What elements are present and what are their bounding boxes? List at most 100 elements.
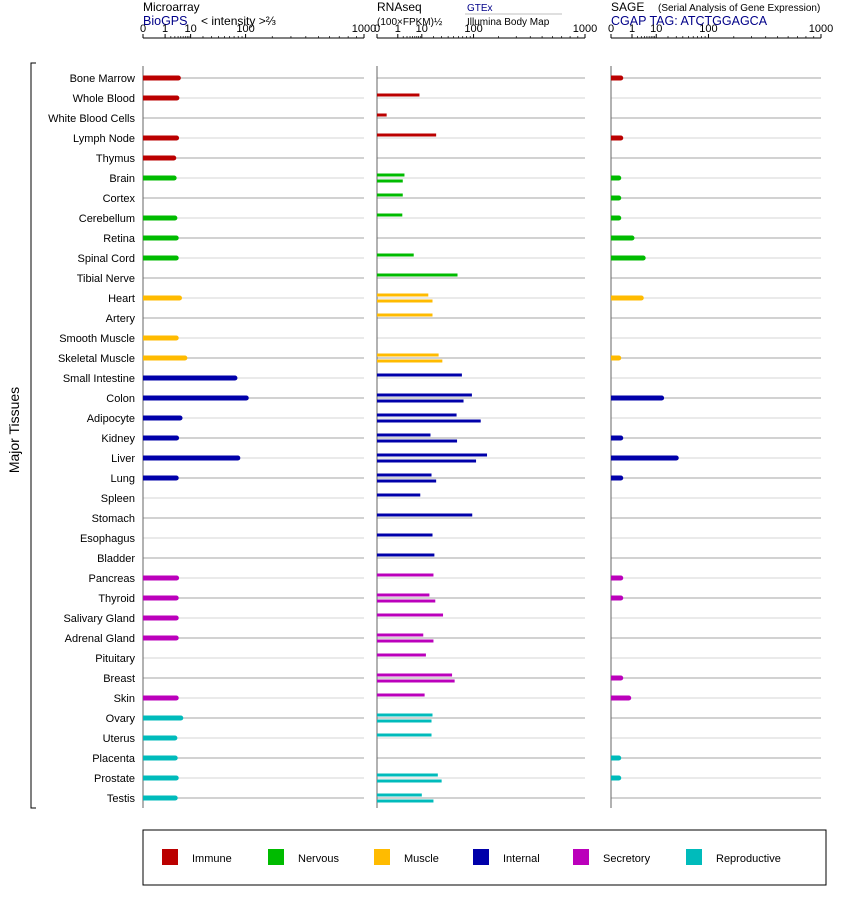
- rnaseq-bar: [377, 393, 472, 397]
- legend-swatch: [473, 849, 489, 865]
- tissue-label: Tibial Nerve: [77, 273, 135, 285]
- sage-bar-cap: [618, 475, 624, 481]
- tissue-label: Cortex: [103, 193, 136, 205]
- rnaseq-bar: [377, 359, 443, 363]
- tissue-label: Thymus: [96, 153, 136, 165]
- sage-bar-cap: [618, 135, 624, 141]
- tissue-label: Small Intestine: [63, 373, 135, 385]
- tissue-rows: Bone Marrow Whole Blood White Blood Cells L…: [48, 73, 821, 805]
- x-tick-label: 100: [236, 23, 254, 35]
- rnaseq-bar: [377, 633, 424, 637]
- rnaseq-bar: [377, 473, 432, 477]
- x-tick-label: 100: [464, 23, 482, 35]
- microarray-scale-note: < intensity >⅔: [201, 14, 276, 28]
- sage-bar-cap: [616, 775, 622, 781]
- legend-label: Reproductive: [716, 853, 781, 865]
- microarray-source: BioGPS: [143, 14, 187, 28]
- microarray-bar-cap: [232, 375, 238, 381]
- rnaseq-bar: [377, 673, 453, 677]
- rnaseq-bar: [377, 253, 414, 257]
- microarray-bar-cap: [173, 255, 179, 261]
- microarray-bar-cap: [173, 695, 179, 701]
- rnaseq-source-gtex: GTEx: [467, 3, 493, 14]
- rnaseq-bar: [377, 173, 405, 177]
- sage-bar-cap: [638, 295, 644, 301]
- rnaseq-bar: [377, 799, 434, 803]
- rnaseq-bar: [377, 653, 426, 657]
- tissue-label: Colon: [106, 393, 135, 405]
- tissue-label: Bladder: [97, 553, 135, 565]
- rnaseq-bar: [377, 713, 433, 717]
- tissue-label: White Blood Cells: [48, 113, 135, 125]
- tissue-label: Stomach: [92, 513, 135, 525]
- microarray-bar-cap: [173, 635, 179, 641]
- rnaseq-bar: [377, 553, 435, 557]
- rnaseq-bar: [377, 793, 422, 797]
- header-microarray: Microarray BioGPS < intensity >⅔: [143, 0, 276, 28]
- rnaseq-scale-note: (100×FPKM)½: [377, 17, 443, 28]
- tissue-label: Pancreas: [89, 573, 136, 585]
- tissue-label: Breast: [103, 673, 135, 685]
- rnaseq-bar: [377, 299, 433, 303]
- tissue-label: Placenta: [92, 753, 136, 765]
- x-tick-label: 0: [374, 23, 380, 35]
- tissue-label: Kidney: [101, 433, 135, 445]
- rnaseq-bar: [377, 293, 429, 297]
- tissue-label: Retina: [103, 233, 136, 245]
- tissue-label: Bone Marrow: [70, 73, 135, 85]
- rnaseq-bar: [377, 273, 458, 277]
- sage-bar-cap: [673, 455, 679, 461]
- x-tick-label: 10: [184, 23, 196, 35]
- rnaseq-bar: [377, 93, 420, 97]
- microarray-bar-cap: [173, 595, 179, 601]
- rnaseq-bar: [377, 419, 481, 423]
- tissue-label: Uterus: [103, 733, 136, 745]
- sage-title-note: (Serial Analysis of Gene Expression): [658, 3, 820, 14]
- legend: Immune Nervous Muscle Internal Secretory Repr…: [162, 849, 781, 865]
- microarray-bar-cap: [172, 795, 178, 801]
- microarray-bar-cap: [182, 355, 188, 361]
- microarray-bar-cap: [173, 475, 179, 481]
- rnaseq-source-illumina: Illumina Body Map: [467, 17, 550, 28]
- header-sage: SAGE (Serial Analysis of Gene Expression…: [611, 0, 820, 28]
- sage-title: SAGE: [611, 0, 644, 14]
- legend-swatch: [374, 849, 390, 865]
- sage-bar-cap: [618, 75, 624, 81]
- sage-bar-cap: [618, 575, 624, 581]
- rnaseq-bar: [377, 313, 433, 317]
- tissue-label: Prostate: [94, 773, 135, 785]
- sage-bar-cap: [616, 755, 622, 761]
- sage-tag: CGAP TAG: ATCTGGAGCA: [611, 14, 768, 28]
- rnaseq-bar: [377, 773, 438, 777]
- x-tick-label: 1: [629, 23, 635, 35]
- legend-label: Immune: [192, 853, 232, 865]
- tissue-bracket: [30, 62, 36, 809]
- microarray-bar-cap: [174, 575, 180, 581]
- rnaseq-bar: [377, 353, 439, 357]
- legend-swatch: [268, 849, 284, 865]
- rnaseq-bar: [377, 193, 403, 197]
- rnaseq-bar: [377, 439, 458, 443]
- sage-bar-cap: [640, 255, 646, 261]
- tissue-label: Lymph Node: [73, 133, 135, 145]
- microarray-bar-cap: [173, 335, 179, 341]
- microarray-bar-cap: [172, 215, 178, 221]
- legend-swatch: [686, 849, 702, 865]
- legend-label: Internal: [503, 853, 540, 865]
- rnaseq-bar: [377, 413, 457, 417]
- rnaseq-bar: [377, 459, 477, 463]
- legend-swatch: [162, 849, 178, 865]
- rnaseq-bar: [377, 533, 433, 537]
- x-tick-label: 1: [162, 23, 168, 35]
- microarray-bar-cap: [174, 135, 180, 141]
- sage-bar-cap: [618, 595, 624, 601]
- tissue-label: Adrenal Gland: [65, 633, 135, 645]
- tissue-label: Esophagus: [80, 533, 136, 545]
- tissue-label: Smooth Muscle: [59, 333, 135, 345]
- microarray-bar-cap: [174, 435, 180, 441]
- rnaseq-bar: [377, 479, 437, 483]
- tissue-label: Pituitary: [95, 653, 135, 665]
- x-tick-label: 0: [608, 23, 614, 35]
- tissue-label: Whole Blood: [73, 93, 135, 105]
